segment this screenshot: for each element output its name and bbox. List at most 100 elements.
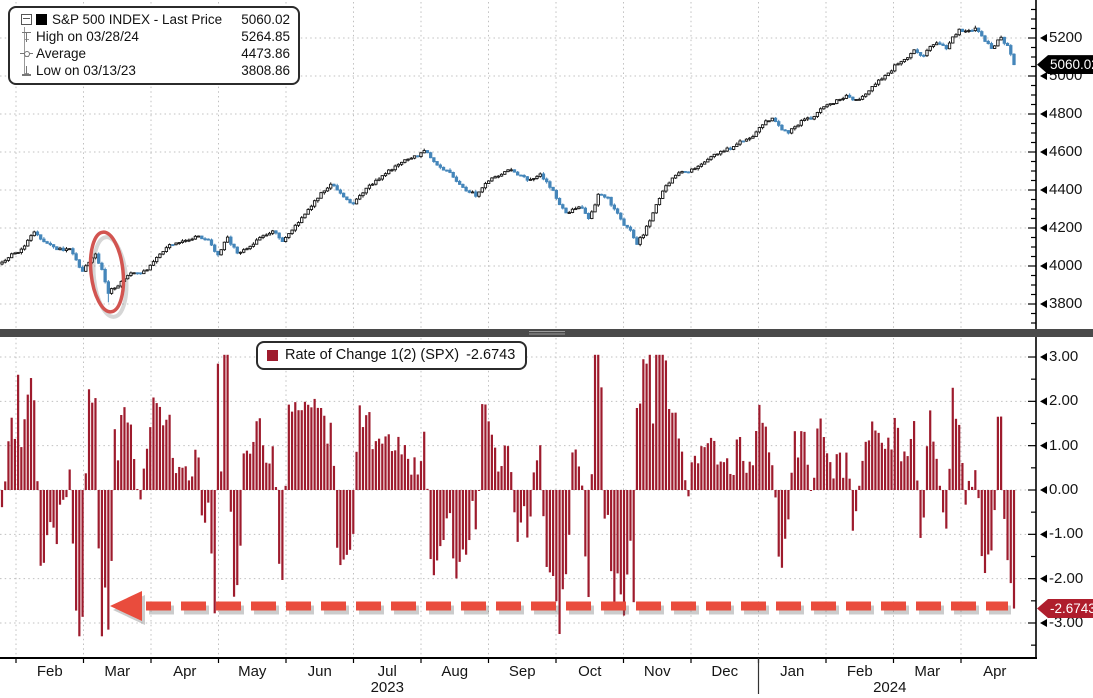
roc-bar	[706, 443, 709, 490]
candle-body	[348, 199, 352, 204]
roc-bar	[532, 472, 535, 490]
roc-bar	[448, 490, 452, 514]
roc-bar	[1006, 490, 1009, 561]
roc-axis-tick-label: -2.00	[1049, 569, 1084, 587]
roc-bar	[368, 412, 371, 490]
roc-bar	[709, 437, 713, 490]
candle-body	[445, 169, 449, 172]
candle-body	[934, 42, 939, 46]
low-marker-icon	[21, 65, 31, 76]
x-axis-month-label: Sep	[508, 663, 536, 680]
candle-body	[145, 269, 149, 272]
roc-bar	[33, 400, 36, 490]
candle-body	[155, 256, 159, 263]
candle-body	[806, 117, 810, 120]
price-axis-tick-label: 5200	[1049, 29, 1083, 46]
roc-bar	[903, 451, 906, 490]
candle-body	[593, 204, 597, 213]
candle-body	[641, 234, 646, 239]
legend-row: Low on 03/13/23 3808.86	[16, 62, 290, 79]
candle-body	[770, 117, 774, 122]
candle-body	[312, 200, 317, 207]
candle-body	[822, 106, 826, 110]
roc-bar	[777, 490, 780, 557]
roc-bar	[36, 481, 39, 490]
roc-bar	[729, 473, 732, 490]
roc-bar	[168, 414, 171, 490]
roc-axis-tick-label: -1.00	[1049, 525, 1084, 543]
candle-body	[603, 194, 607, 198]
roc-bar	[416, 474, 419, 490]
roc-bar	[771, 465, 774, 490]
candle-body	[51, 244, 56, 248]
roc-bar	[110, 490, 113, 561]
candle-body	[1005, 42, 1010, 46]
roc-bar	[716, 464, 719, 490]
candle-body	[109, 288, 114, 294]
candle-body	[619, 212, 623, 220]
roc-bar	[990, 490, 993, 551]
roc-bar	[397, 436, 400, 490]
roc-bar	[142, 468, 145, 490]
roc-bar	[661, 354, 664, 490]
roc-bar	[1003, 490, 1006, 519]
candle-body	[783, 129, 787, 132]
candle-body	[905, 57, 910, 60]
candle-body	[931, 44, 936, 47]
roc-bar	[439, 490, 442, 547]
candle-body	[271, 230, 275, 234]
roc-bar	[435, 490, 439, 561]
roc-bar	[78, 490, 81, 637]
roc-bar	[261, 445, 265, 490]
roc-bar	[365, 415, 368, 490]
candle-body	[142, 270, 146, 275]
roc-bar	[687, 490, 690, 497]
candle-body	[954, 34, 958, 38]
roc-bar	[713, 440, 716, 490]
expander-icon	[16, 14, 36, 25]
candle-body	[48, 242, 52, 246]
candle-body	[138, 272, 143, 275]
candle-body	[174, 242, 178, 246]
candle-body	[867, 90, 871, 95]
roc-bar	[216, 363, 220, 490]
candle-body	[1012, 53, 1016, 66]
roc-bar	[255, 421, 258, 490]
roc-bar	[767, 452, 771, 490]
price-legend-box[interactable]: S&P 500 INDEX - Last Price 5060.02 High on…	[8, 6, 300, 85]
roc-bar	[922, 490, 925, 518]
axes	[0, 0, 1047, 694]
candle-body	[664, 185, 668, 192]
candle-body	[680, 170, 684, 174]
candle-body	[964, 30, 968, 33]
candle-body	[80, 266, 85, 272]
candle-body	[283, 237, 288, 242]
roc-bar	[358, 405, 361, 490]
candle-body	[989, 43, 994, 49]
candle-body	[947, 42, 952, 50]
candle-body	[606, 196, 610, 199]
roc-bar	[958, 424, 961, 490]
roc-bar	[374, 441, 377, 490]
roc-legend-box[interactable]: Rate of Change 1(2) (SPX) -2.6743	[256, 341, 528, 370]
candle-body	[632, 229, 636, 239]
roc-bar	[145, 448, 149, 490]
roc-bar	[75, 490, 78, 611]
legend-label: S&P 500 INDEX - Last Price	[52, 12, 223, 27]
roc-bar	[906, 456, 909, 490]
roc-bar	[1012, 490, 1016, 609]
candle-body	[851, 96, 855, 101]
roc-series-swatch	[267, 349, 278, 361]
candle-body	[467, 190, 471, 193]
roc-bar	[471, 490, 474, 501]
candle-body	[274, 230, 278, 234]
roc-bar	[203, 490, 207, 523]
candle-body	[32, 231, 36, 237]
candle-body	[428, 152, 433, 159]
roc-bar	[900, 461, 903, 490]
expander-icon	[20, 14, 32, 25]
divider-drag-handle[interactable]	[528, 330, 565, 336]
roc-bar	[339, 490, 342, 566]
legend-tree-connector	[24, 27, 25, 74]
roc-bar	[971, 486, 974, 490]
